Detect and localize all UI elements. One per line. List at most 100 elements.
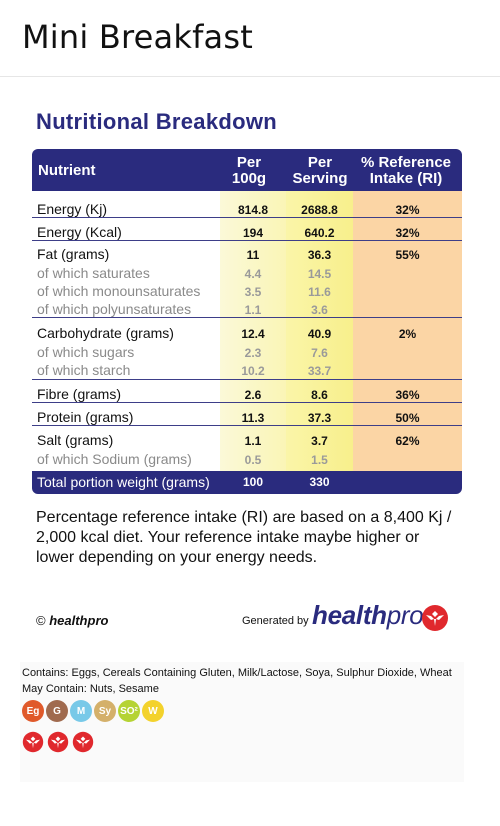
healthpro-logo-icon bbox=[22, 731, 44, 753]
table-row: Protein (grams) 11.3 37.3 50% bbox=[32, 409, 462, 427]
value-per-serving: 11.6 bbox=[308, 285, 331, 299]
value-per-serving: 8.6 bbox=[311, 388, 328, 402]
allergen-badge: M bbox=[70, 700, 92, 722]
nutrition-table: Nutrient Per 100g Per Serving % Referenc… bbox=[32, 149, 462, 494]
table-subrow: of which sugars 2.3 7.6 bbox=[32, 344, 462, 362]
nutrient-name: Carbohydrate (grams) bbox=[37, 325, 174, 341]
value-per-100g: 12.4 bbox=[241, 327, 265, 341]
row-separator bbox=[32, 402, 462, 403]
value-per-100g: 11 bbox=[246, 248, 260, 262]
value-per-100g: 814.8 bbox=[237, 203, 269, 217]
header-ri-line1: % Reference bbox=[360, 154, 452, 171]
header-reference-intake: % Reference Intake (RI) bbox=[352, 155, 460, 187]
value-ri: 36% bbox=[395, 388, 420, 402]
value-per-serving: 37.3 bbox=[307, 411, 332, 425]
page-title: Mini Breakfast bbox=[22, 18, 253, 56]
copyright-brand: healthpro bbox=[49, 613, 109, 628]
value-per-serving: 3.6 bbox=[311, 303, 328, 317]
allergen-badge: G bbox=[46, 700, 68, 722]
value-per-100g: 2.6 bbox=[244, 388, 262, 402]
value-per-serving: 7.6 bbox=[311, 346, 328, 360]
nutrient-name: Fat (grams) bbox=[37, 246, 110, 262]
header-per-serving-line1: Per bbox=[307, 154, 333, 171]
value-per-serving: 640.2 bbox=[304, 226, 335, 240]
nutrient-name: of which monounsaturates bbox=[37, 283, 201, 299]
value-per-serving: 36.3 bbox=[307, 248, 332, 262]
table-row: Fibre (grams) 2.6 8.6 36% bbox=[32, 386, 462, 404]
value-per-100g: 3.5 bbox=[244, 285, 262, 299]
value-per-100g: 0.5 bbox=[244, 453, 262, 467]
total-per-serving: 330 bbox=[309, 475, 330, 489]
table-row: Carbohydrate (grams) 12.4 40.9 2% bbox=[32, 325, 462, 343]
generated-by-label: Generated by bbox=[242, 615, 309, 627]
value-per-100g: 2.3 bbox=[244, 346, 262, 360]
nutrient-name: Energy (Kcal) bbox=[37, 224, 122, 240]
nutrition-heading: Nutritional Breakdown bbox=[36, 109, 277, 134]
row-separator bbox=[32, 425, 462, 426]
table-subrow: of which polyunsaturates 1.1 3.6 bbox=[32, 301, 462, 319]
row-separator bbox=[32, 240, 462, 241]
table-subrow: of which monounsaturates 3.5 11.6 bbox=[32, 283, 462, 301]
column-per-serving-bg bbox=[286, 191, 353, 471]
value-ri: 32% bbox=[395, 226, 420, 240]
table-subrow: of which Sodium (grams) 0.5 1.5 bbox=[32, 451, 462, 469]
value-per-100g: 4.4 bbox=[244, 267, 262, 281]
ri-footnote: Percentage reference intake (RI) are bas… bbox=[36, 509, 452, 566]
table-row: Energy (Kcal) 194 640.2 32% bbox=[32, 224, 462, 242]
header-per-serving-line2: Serving bbox=[292, 170, 348, 187]
allergen-badge: Sy bbox=[94, 700, 116, 722]
wordmark-pro: pro bbox=[386, 600, 424, 630]
title-divider bbox=[0, 76, 500, 77]
value-per-serving: 40.9 bbox=[307, 327, 332, 341]
row-separator bbox=[32, 317, 462, 318]
row-separator bbox=[32, 379, 462, 380]
may-contain-icons bbox=[22, 731, 94, 753]
nutrient-name: Salt (grams) bbox=[37, 432, 114, 448]
table-row: Fat (grams) 11 36.3 55% bbox=[32, 246, 462, 264]
total-per-100g: 100 bbox=[242, 475, 264, 489]
allergen-badge: W bbox=[142, 700, 164, 722]
healthpro-logo-icon bbox=[47, 731, 69, 753]
value-per-serving: 14.5 bbox=[307, 267, 332, 281]
copyright: © healthpro bbox=[36, 613, 108, 628]
value-per-100g: 194 bbox=[242, 226, 264, 240]
table-subrow: of which saturates 4.4 14.5 bbox=[32, 265, 462, 283]
header-per-100g: Per 100g bbox=[224, 155, 274, 187]
header-nutrient: Nutrient bbox=[38, 162, 96, 179]
value-per-serving: 2688.8 bbox=[301, 203, 338, 217]
value-per-100g: 1.1 bbox=[244, 303, 262, 317]
healthpro-wordmark: healthpro bbox=[312, 600, 424, 631]
copyright-symbol: © bbox=[36, 613, 46, 628]
value-ri: 32% bbox=[395, 203, 420, 217]
value-ri: 55% bbox=[395, 248, 420, 262]
allergen-badges: Eg G M Sy SO² W bbox=[22, 700, 164, 722]
healthpro-logo-icon bbox=[422, 605, 448, 631]
column-ri-bg bbox=[353, 191, 462, 471]
allergen-panel bbox=[20, 662, 464, 782]
may-contain-allergens: May Contain: Nuts, Sesame bbox=[22, 683, 159, 695]
row-separator bbox=[32, 217, 462, 218]
nutrient-name: of which Sodium (grams) bbox=[37, 451, 192, 467]
healthpro-logo-icon bbox=[72, 731, 94, 753]
value-ri: 62% bbox=[395, 434, 420, 448]
nutrient-name: of which saturates bbox=[37, 265, 150, 281]
header-per-serving: Per Serving bbox=[286, 155, 354, 187]
value-per-serving: 33.7 bbox=[307, 364, 332, 378]
value-per-serving: 3.7 bbox=[311, 434, 328, 448]
header-per-100g-line1: Per bbox=[236, 154, 262, 171]
column-per-100g-bg bbox=[220, 191, 286, 471]
value-per-100g: 10.2 bbox=[241, 364, 265, 378]
nutrient-name: of which starch bbox=[37, 362, 131, 378]
table-row: Energy (Kj) 814.8 2688.8 32% bbox=[32, 201, 462, 219]
header-per-100g-line2: 100g bbox=[231, 170, 267, 187]
nutrient-name: Fibre (grams) bbox=[37, 386, 122, 402]
value-ri: 2% bbox=[398, 327, 417, 341]
contains-allergens: Contains: Eggs, Cereals Containing Glute… bbox=[22, 667, 452, 679]
allergen-badge: Eg bbox=[22, 700, 44, 722]
table-footer: Total portion weight (grams) 100 330 bbox=[32, 471, 462, 494]
header-ri-line2: Intake (RI) bbox=[369, 170, 443, 187]
value-ri: 50% bbox=[395, 411, 420, 425]
nutrient-name: of which polyunsaturates bbox=[37, 301, 192, 317]
nutrient-name: Energy (Kj) bbox=[37, 201, 108, 217]
total-label: Total portion weight (grams) bbox=[37, 474, 210, 490]
